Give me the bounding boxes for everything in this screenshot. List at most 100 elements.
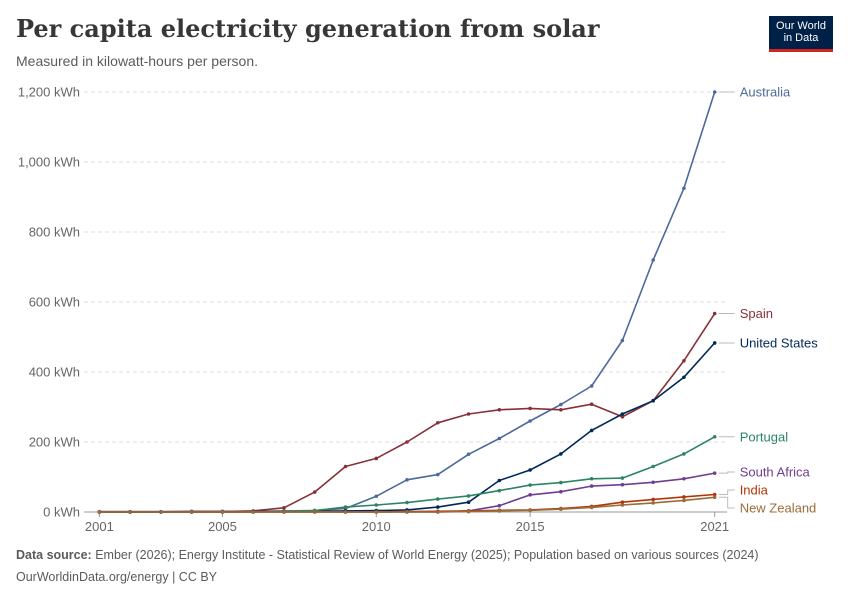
data-point	[682, 476, 686, 481]
data-point	[651, 464, 655, 469]
data-point	[374, 510, 379, 514]
data-point	[559, 408, 563, 412]
series-points	[97, 90, 717, 514]
data-point	[528, 483, 532, 487]
series-label-south-africa[interactable]: South Africa	[740, 465, 811, 480]
data-point	[682, 495, 686, 499]
data-point	[466, 452, 471, 457]
data-point	[436, 510, 440, 514]
data-point	[497, 509, 502, 513]
owid-logo[interactable]: Our World in Data	[769, 16, 833, 52]
series-label-australia[interactable]: Australia	[740, 85, 791, 100]
data-point	[436, 472, 440, 477]
data-point	[189, 510, 194, 514]
data-point	[528, 493, 532, 497]
data-point	[682, 452, 686, 456]
data-point	[620, 482, 625, 487]
data-point	[620, 415, 625, 419]
data-point	[559, 402, 563, 407]
data-point	[528, 406, 532, 411]
data-point	[559, 452, 563, 456]
data-point	[343, 464, 348, 469]
y-tick-label: 0 kWh	[43, 505, 80, 520]
data-point	[651, 398, 655, 403]
data-point	[682, 186, 686, 191]
data-point	[282, 510, 286, 514]
series-labels[interactable]: Australia Spain United States Portugal South…	[718, 85, 819, 516]
y-tick-label: 200 kWh	[29, 435, 80, 450]
data-point	[497, 436, 502, 441]
series-label-portugal[interactable]: Portugal	[740, 429, 789, 444]
data-point	[682, 375, 686, 380]
data-point	[312, 510, 317, 514]
data-point	[497, 503, 502, 508]
data-point	[589, 505, 594, 510]
source-text: Ember (2026); Energy Institute - Statist…	[95, 548, 759, 562]
data-point	[712, 471, 717, 475]
data-point	[97, 510, 102, 514]
y-tick-label: 800 kWh	[29, 225, 80, 240]
data-point	[220, 510, 225, 514]
y-axis-tick-labels: 0 kWh 200 kWh 400 kWh 600 kWh 800 kWh 1,000 k…	[18, 85, 80, 520]
data-point	[712, 495, 717, 500]
data-point	[682, 359, 686, 363]
y-tick-label: 1,000 kWh	[18, 155, 80, 170]
series-line-united-states[interactable]	[99, 342, 716, 513]
data-point	[374, 494, 379, 499]
data-point	[712, 311, 717, 316]
data-point	[436, 505, 440, 509]
source-url[interactable]: OurWorldinData.org/energy | CC BY	[16, 570, 218, 584]
data-point	[712, 492, 717, 497]
data-point	[343, 510, 348, 514]
data-point	[251, 510, 256, 514]
x-tick-label: 2015	[516, 519, 545, 534]
logo-line-2: in Data	[783, 32, 819, 44]
data-point	[466, 494, 471, 498]
data-point	[159, 510, 163, 514]
data-point	[712, 90, 717, 94]
data-point	[559, 489, 563, 494]
y-tick-label: 400 kWh	[29, 365, 80, 380]
data-point	[528, 468, 532, 472]
data-point	[528, 419, 532, 423]
x-tick-label: 2005	[208, 519, 237, 534]
x-axis-tick-labels: 2001 2005 2010 2015 2021	[85, 512, 729, 534]
data-point	[620, 338, 625, 343]
data-point	[620, 503, 625, 507]
data-point	[282, 506, 286, 510]
data-point	[436, 497, 440, 501]
data-point	[589, 484, 594, 488]
data-point	[651, 258, 655, 262]
data-point	[651, 480, 655, 485]
series-label-united-states[interactable]: United States	[740, 335, 819, 350]
data-point	[128, 510, 132, 514]
series-label-new-zealand[interactable]: New Zealand	[740, 501, 817, 516]
source-note: Data source: Ember (2026); Energy Instit…	[16, 548, 759, 562]
data-point	[374, 456, 379, 461]
data-point	[682, 498, 686, 503]
logo-line-1: Our World	[776, 20, 826, 32]
data-point	[589, 402, 594, 407]
chart-title: Per capita electricity generation from s…	[16, 14, 600, 43]
y-tick-label: 600 kWh	[29, 295, 80, 310]
data-point	[589, 476, 594, 481]
x-tick-label: 2021	[700, 519, 729, 534]
data-point	[712, 434, 717, 439]
data-point	[620, 412, 625, 416]
data-point	[620, 476, 625, 480]
x-tick-label: 2010	[362, 519, 391, 534]
data-point	[466, 509, 471, 514]
data-point	[497, 408, 502, 412]
data-point	[712, 341, 717, 345]
series-label-india[interactable]: India	[740, 483, 769, 498]
series-label-spain[interactable]: Spain	[740, 306, 773, 321]
data-point	[528, 508, 532, 513]
data-point	[466, 500, 471, 505]
chart-subtitle: Measured in kilowatt-hours per person.	[16, 53, 259, 69]
data-point	[497, 488, 502, 493]
data-point	[589, 428, 594, 433]
data-point	[405, 510, 409, 514]
data-point	[466, 412, 471, 416]
data-point	[374, 503, 379, 507]
